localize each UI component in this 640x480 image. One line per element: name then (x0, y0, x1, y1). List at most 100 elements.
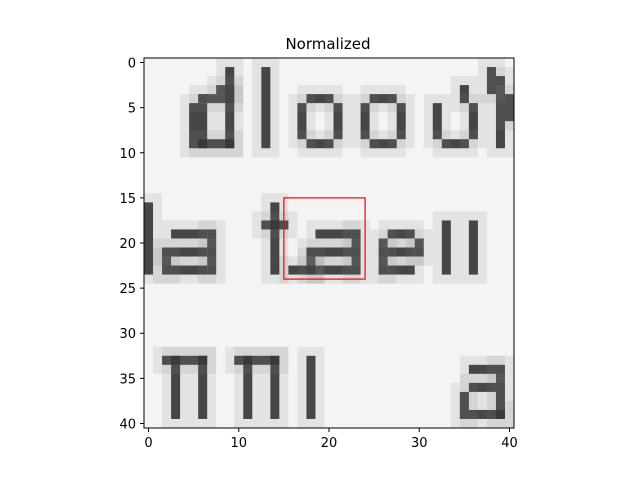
glyph-halo (486, 355, 514, 428)
glyph-stroke (432, 103, 442, 140)
glyph-halo (450, 382, 478, 428)
y-tick-label: 5 (128, 102, 136, 117)
glyph-halo (459, 94, 487, 149)
x-axis: 0 10 20 30 40 (144, 428, 518, 451)
glyph-stroke (387, 265, 415, 275)
glyph-stroke (315, 229, 352, 239)
glyph-halo (378, 220, 424, 248)
glyph-halo (450, 76, 478, 113)
glyph-halo (207, 76, 244, 104)
glyph-halo (459, 373, 505, 401)
glyph-halo (477, 58, 505, 104)
glyph-stroke (288, 265, 316, 275)
glyph-stroke (234, 355, 280, 365)
glyph-stroke (270, 355, 280, 419)
glyph-stroke (306, 256, 316, 275)
glyph-stroke (306, 247, 352, 257)
highlight-box (283, 197, 366, 280)
y-tick-label: 20 (119, 237, 136, 252)
glyph-stroke (387, 247, 415, 257)
glyph-halo (495, 85, 514, 131)
glyph-stroke (162, 355, 208, 365)
glyph-halo (432, 211, 460, 284)
glyph-halo (351, 94, 379, 149)
y-tick-label: 10 (119, 147, 136, 162)
glyph-halo (306, 220, 361, 248)
glyph-stroke (351, 229, 361, 275)
glyph-halo (369, 229, 397, 284)
glyph-stroke (468, 364, 496, 374)
glyph-halo (180, 94, 217, 158)
glyph-halo (360, 130, 406, 158)
glyph-halo (216, 58, 244, 158)
glyph-stroke (486, 67, 496, 95)
glyph-halo (162, 346, 190, 428)
x-tick-label: 0 (144, 436, 152, 451)
glyph-halo (378, 256, 424, 284)
glyph-halo (297, 346, 325, 428)
glyph-stroke (441, 139, 469, 149)
glyph-stroke (261, 220, 289, 230)
glyph-halo (288, 94, 316, 149)
glyph-stroke (468, 103, 478, 140)
x-tick-label: 20 (321, 436, 338, 451)
glyph-halo (153, 238, 217, 266)
glyph-halo (162, 220, 217, 248)
glyph-stroke (144, 202, 154, 275)
glyph-stroke (459, 391, 469, 419)
glyph-stroke (387, 229, 415, 239)
glyph-stroke (495, 364, 505, 419)
glyph-stroke (333, 103, 343, 140)
y-tick-label: 30 (119, 327, 136, 342)
glyph-stroke (306, 355, 316, 419)
glyph-halo (297, 238, 361, 266)
glyph-halo (297, 85, 343, 113)
glyph-stroke (243, 355, 253, 419)
y-tick-label: 25 (119, 282, 136, 297)
glyph-stroke (396, 103, 406, 140)
x-tick-label: 10 (230, 436, 247, 451)
glyph-halo (387, 94, 415, 149)
glyph-halo (486, 67, 514, 158)
glyph-stroke (306, 94, 334, 104)
x-tick-label: 30 (411, 436, 428, 451)
glyph-stroke (171, 265, 208, 275)
glyph-halo (252, 211, 298, 239)
glyph-stroke (171, 355, 181, 419)
glyph-stroke (441, 220, 451, 275)
y-tick-label: 35 (119, 372, 136, 387)
y-tick-label: 0 (128, 57, 136, 72)
glyph-stroke (198, 355, 208, 419)
y-tick-label: 40 (119, 417, 136, 432)
glyph-halo (153, 247, 181, 284)
glyph-stroke (162, 247, 208, 257)
glyph-halo (225, 346, 289, 374)
glyph-stroke (207, 229, 217, 275)
glyph-stroke (306, 139, 334, 149)
glyph-stroke (459, 85, 469, 104)
glyph-halo (189, 85, 244, 113)
glyph-halo (459, 355, 505, 383)
glyph-halo (153, 346, 217, 374)
glyph-halo (405, 229, 433, 266)
glyph-halo (324, 94, 352, 149)
glyph-halo (252, 58, 280, 158)
glyph-stroke (198, 139, 235, 149)
glyph-halo (234, 346, 262, 428)
y-tick-label: 15 (119, 192, 136, 207)
glyph-stroke (189, 103, 208, 149)
x-tick-label: 40 (501, 436, 518, 451)
glyph-halo (378, 238, 424, 266)
glyph-stroke (495, 76, 505, 149)
chart-title: Normalized (285, 35, 370, 53)
glyph-halo (459, 400, 514, 428)
glyph-stroke (162, 256, 172, 275)
glyph-halo (459, 211, 487, 284)
y-axis: 0 5 10 15 20 25 30 35 40 (119, 57, 144, 432)
glyph-halo (189, 346, 217, 428)
glyph-stroke (198, 94, 235, 104)
glyph-stroke (468, 409, 505, 419)
glyph-stroke (315, 265, 352, 275)
glyph-halo (297, 247, 325, 284)
